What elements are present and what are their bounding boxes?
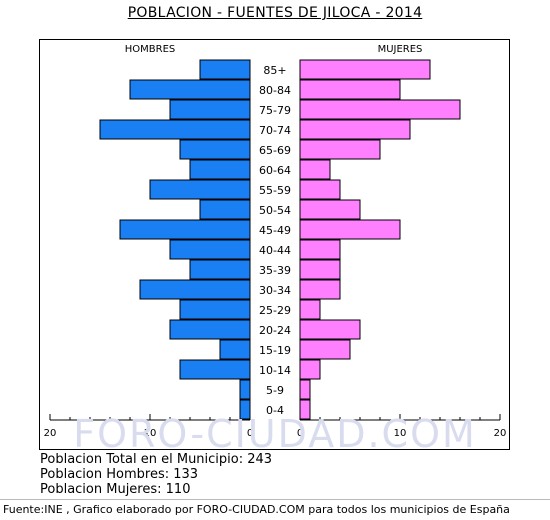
age-label-15-19: 15-19 xyxy=(259,344,291,357)
age-label-20-24: 20-24 xyxy=(259,324,291,337)
bar-mujeres-70-74 xyxy=(299,119,411,140)
bar-mujeres-45-49 xyxy=(299,219,401,240)
age-label-60-64: 60-64 xyxy=(259,164,291,177)
chart-title: POBLACION - FUENTES DE JILOCA - 2014 xyxy=(127,5,423,21)
bar-mujeres-50-54 xyxy=(299,199,361,220)
bar-hombres-65-69 xyxy=(179,139,251,160)
bar-hombres-40-44 xyxy=(169,239,251,260)
bar-mujeres-30-34 xyxy=(299,279,341,300)
age-label-10-14: 10-14 xyxy=(259,364,291,377)
population-stats: Poblacion Total en el Municipio: 243 Pob… xyxy=(40,452,272,497)
legend-mujeres: MUJERES xyxy=(378,44,423,55)
footer-divider xyxy=(0,499,550,500)
bar-mujeres-80-84 xyxy=(299,79,401,100)
age-label-40-44: 40-44 xyxy=(259,244,291,257)
tick-label-left-20: 20 xyxy=(44,428,57,439)
bar-hombres-35-39 xyxy=(189,259,251,280)
stat-mujeres: Poblacion Mujeres: 110 xyxy=(40,482,191,497)
bar-hombres-60-64 xyxy=(189,159,251,180)
age-label-30-34: 30-34 xyxy=(259,284,291,297)
bar-mujeres-25-29 xyxy=(299,299,321,320)
bar-hombres-55-59 xyxy=(149,179,251,200)
bar-hombres-45-49 xyxy=(119,219,251,240)
bar-mujeres-5-9 xyxy=(299,379,311,400)
bar-mujeres-55-59 xyxy=(299,179,341,200)
stat-total: Poblacion Total en el Municipio: 243 xyxy=(40,452,273,467)
bar-mujeres-75-79 xyxy=(299,99,461,120)
stat-hombres: Poblacion Hombres: 133 xyxy=(40,467,199,482)
population-pyramid: HOMBRES MUJERES 85+ 80-84 75-79 70-74 65-69 60-… xyxy=(44,44,507,439)
legend-hombres: HOMBRES xyxy=(125,44,176,55)
bar-hombres-10-14 xyxy=(179,359,251,380)
age-label-75-79: 75-79 xyxy=(259,104,291,117)
age-label-25-29: 25-29 xyxy=(259,304,291,317)
age-label-65-69: 65-69 xyxy=(259,144,291,157)
bar-hombres-85+ xyxy=(199,59,251,80)
age-label-5-9: 5-9 xyxy=(266,384,284,397)
tick-label-right-0: 0 xyxy=(297,428,303,439)
bar-hombres-0-4 xyxy=(239,399,251,420)
age-label-80-84: 80-84 xyxy=(259,84,291,97)
bar-hombres-50-54 xyxy=(199,199,251,220)
bar-hombres-5-9 xyxy=(239,379,251,400)
age-label-70-74: 70-74 xyxy=(259,124,291,137)
bar-hombres-20-24 xyxy=(169,319,251,340)
age-label-0-4: 0-4 xyxy=(266,404,284,417)
age-label-50-54: 50-54 xyxy=(259,204,291,217)
age-label-45-49: 45-49 xyxy=(259,224,291,237)
bar-hombres-30-34 xyxy=(139,279,251,300)
bar-hombres-15-19 xyxy=(219,339,251,360)
bar-hombres-75-79 xyxy=(169,99,251,120)
bar-hombres-80-84 xyxy=(129,79,251,100)
bar-mujeres-60-64 xyxy=(299,159,331,180)
bar-mujeres-35-39 xyxy=(299,259,341,280)
bar-mujeres-15-19 xyxy=(299,339,351,360)
bar-hombres-25-29 xyxy=(179,299,251,320)
tick-label-left-10: 10 xyxy=(144,428,157,439)
bar-mujeres-65-69 xyxy=(299,139,381,160)
age-label-35-39: 35-39 xyxy=(259,264,291,277)
tick-label-right-20: 20 xyxy=(494,428,507,439)
bar-mujeres-0-4 xyxy=(299,399,311,420)
tick-label-left-0: 0 xyxy=(247,428,253,439)
bar-mujeres-20-24 xyxy=(299,319,361,340)
tick-label-right-10: 10 xyxy=(394,428,407,439)
age-label-85+: 85+ xyxy=(263,64,286,77)
age-label-55-59: 55-59 xyxy=(259,184,291,197)
source-footer: Fuente:INE , Grafico elaborado por FORO-… xyxy=(3,503,510,516)
bar-mujeres-10-14 xyxy=(299,359,321,380)
bar-hombres-70-74 xyxy=(99,119,251,140)
bar-mujeres-40-44 xyxy=(299,239,341,260)
bar-mujeres-85+ xyxy=(299,59,431,80)
